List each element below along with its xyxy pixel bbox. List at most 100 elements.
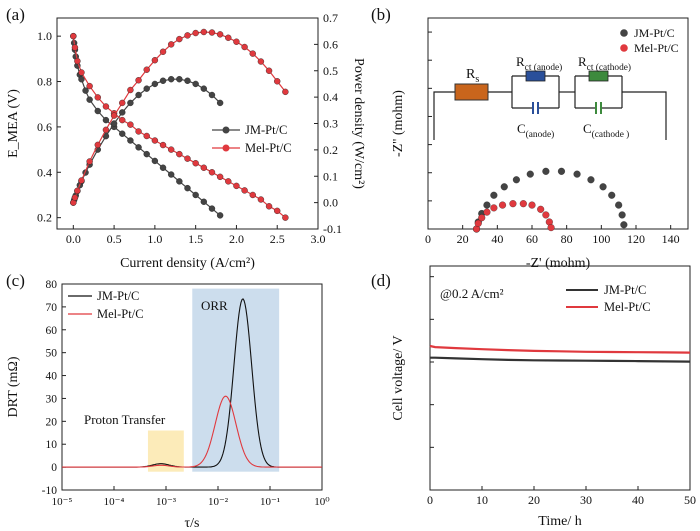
data-point: [135, 91, 142, 99]
x-tick-label: 40: [491, 232, 503, 246]
data-point: [216, 99, 224, 107]
plot-frame: [61, 283, 323, 491]
x-tick-label: 30: [580, 493, 592, 507]
data-point: [478, 214, 486, 222]
data-point: [615, 201, 623, 209]
data-point: [216, 212, 224, 219]
data-point: [498, 201, 507, 209]
data-point: [200, 198, 208, 205]
data-point: [86, 82, 93, 90]
data-point: [176, 75, 183, 83]
y-tick-label-left: 1.0: [37, 29, 52, 43]
data-point: [233, 38, 240, 45]
x-tick-label: 10⁻⁴: [104, 496, 125, 508]
legend-marker: [222, 126, 230, 134]
data-point: [587, 176, 595, 184]
data-point: [159, 77, 167, 84]
series-line-0: [62, 298, 322, 468]
data-point: [184, 77, 191, 84]
annotation-proton: Proton Transfer: [84, 412, 166, 427]
data-point: [102, 116, 110, 124]
plot-frame: [429, 265, 691, 491]
data-point: [94, 107, 101, 115]
annotation-orr: ORR: [201, 298, 228, 313]
rct-cathode-label: Rct (cathode): [578, 54, 631, 73]
data-point: [512, 176, 520, 184]
data-point: [176, 178, 183, 185]
data-point: [265, 67, 273, 74]
data-point: [216, 31, 224, 38]
rct-cathode-label-sub: ct (cathode): [587, 62, 631, 73]
data-point: [225, 178, 232, 185]
data-point: [192, 80, 199, 88]
data-point: [519, 200, 527, 208]
data-point: [274, 207, 281, 215]
y-axis-label: Cell voltage/ V: [391, 335, 406, 420]
data-point: [620, 221, 628, 229]
rct-cathode-resistor: [588, 70, 609, 82]
y-tick-label: 40: [46, 371, 58, 383]
data-point: [143, 132, 150, 140]
annotation-current: @0.2 A/cm²: [440, 286, 504, 301]
x-tick-label: 0.0: [66, 232, 81, 246]
panel-b: (b) 0 20 40 60 80 100 120 140 -Z' (mohm) -Z'' (moh…: [371, 5, 689, 271]
data-point: [78, 76, 85, 83]
x-axis-label: -Z' (mohm): [526, 256, 591, 271]
y-axis-label: DRT (mΩ): [6, 356, 21, 417]
x-tick-label: 10⁻³: [156, 496, 177, 508]
series-line-0: [430, 356, 691, 363]
data-point: [176, 150, 183, 158]
x-tick-label: 1.5: [188, 232, 203, 246]
data-point: [509, 200, 517, 208]
y-tick-label: 0: [51, 462, 57, 474]
rs-resistor: [454, 83, 489, 101]
x-tick-label: 10⁰: [314, 496, 330, 508]
c-cathode-label: C(cathode ): [583, 121, 629, 140]
data-point: [167, 41, 175, 48]
y-tick-label-left: 0.2: [37, 211, 52, 225]
data-point: [184, 184, 191, 192]
x-tick-label: 10⁻²: [208, 496, 229, 508]
c-anode-label-main: C: [517, 121, 526, 136]
data-point: [70, 32, 77, 40]
data-point: [74, 57, 81, 65]
data-point: [119, 116, 126, 124]
data-point: [143, 66, 150, 73]
data-point: [71, 44, 79, 51]
series-line-1: [429, 344, 691, 354]
data-point: [151, 137, 159, 144]
x-tick-label: 80: [561, 232, 573, 246]
data-point: [184, 32, 191, 39]
y-tick-label-right: 0.0: [323, 196, 338, 210]
data-point: [143, 85, 150, 92]
data-point: [200, 164, 208, 171]
data-point: [127, 86, 134, 94]
y-tick-label: 70: [46, 302, 58, 314]
rct-anode-label-sub: ct (anode): [525, 62, 563, 73]
data-point: [151, 57, 159, 64]
x-tick-label: 10: [476, 493, 488, 507]
legend-marker: [222, 144, 230, 152]
data-point: [282, 214, 289, 221]
data-point: [526, 170, 534, 178]
y-tick-label-right: -0.1: [323, 222, 342, 236]
c-cathode-capacitor: [595, 102, 602, 114]
data-point: [249, 50, 256, 57]
legend-marker: [620, 44, 628, 52]
y-axis-label: -Z'' (mohm): [391, 90, 406, 157]
data-point: [127, 137, 134, 144]
y-tick-label: 80: [46, 279, 58, 291]
data-point: [143, 150, 150, 158]
x-tick-label: 140: [662, 232, 680, 246]
data-point: [257, 58, 265, 65]
data-point: [94, 94, 101, 101]
y-axis-label-right: Power density (W/cm²): [351, 58, 366, 189]
data-point: [618, 211, 626, 219]
data-point: [102, 126, 110, 134]
data-point: [94, 141, 101, 149]
legend-label: Mel-Pt/C: [604, 300, 651, 314]
data-point: [167, 171, 175, 178]
c-anode-capacitor: [532, 102, 539, 114]
data-point: [500, 183, 508, 191]
y-tick-label: 30: [46, 393, 58, 405]
